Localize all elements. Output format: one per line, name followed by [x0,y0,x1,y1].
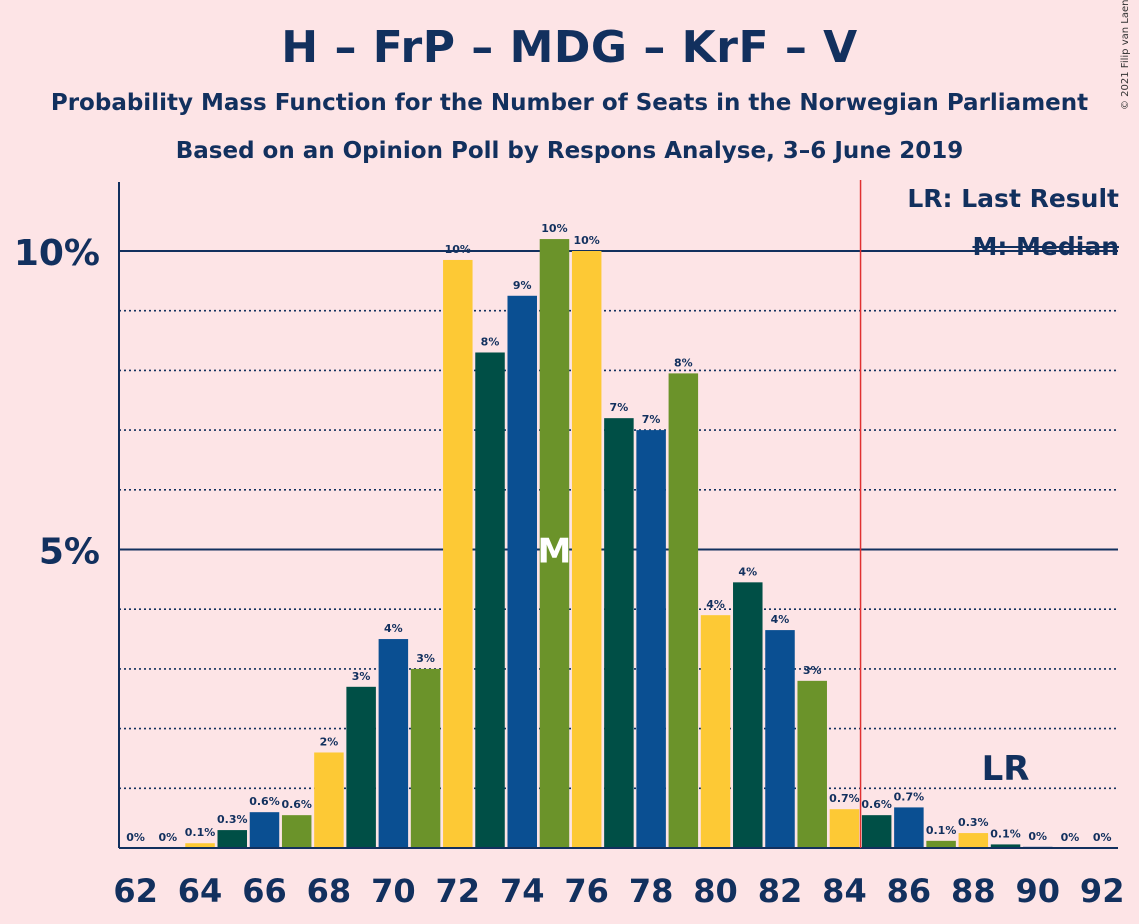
bar-seat-66 [249,812,280,848]
bar-label-seat-64: 0.1% [185,826,216,839]
bar-seat-70 [378,639,409,848]
bar-seat-83 [797,680,827,848]
chart-title: H – FrP – MDG – KrF – V [281,22,858,73]
bar-label-seat-79: 8% [674,356,693,369]
x-tick-label: 72 [436,872,481,910]
x-tick-label: 76 [564,872,609,910]
bar-label-seat-88: 0.3% [958,816,989,829]
x-tick-label: 66 [242,872,287,910]
bar-label-seat-66: 0.6% [249,795,280,808]
bar-seat-79 [668,373,699,848]
bar-label-seat-89: 0.1% [990,827,1021,840]
x-tick-label: 86 [887,872,932,910]
bar-label-seat-81: 4% [738,565,757,578]
bar-label-seat-83: 3% [803,664,822,677]
bar-seat-85 [861,815,892,848]
y-tick-label: 5% [39,532,100,573]
bar-label-seat-72: 10% [445,243,471,256]
x-tick-label: 82 [758,872,803,910]
bar-label-seat-68: 2% [320,735,339,748]
bar-label-seat-82: 4% [771,613,790,626]
legend-median-text: M: Median [972,232,1119,261]
x-tick-label: 88 [951,872,996,910]
bar-label-seat-74: 9% [513,279,532,292]
last-result-marker: LR [982,749,1030,789]
median-marker: M [538,532,572,572]
bar-label-seat-63: 0% [158,831,177,844]
bar-seat-64 [185,843,215,848]
x-tick-label: 84 [822,872,867,910]
bar-label-seat-73: 8% [481,335,500,348]
bar-seat-68 [314,752,344,848]
bar-label-seat-80: 4% [706,598,725,611]
bar-label-seat-67: 0.6% [281,798,312,811]
bar-label-seat-71: 3% [416,652,435,665]
x-tick-label: 70 [371,872,416,910]
bar-seat-69 [346,686,376,848]
bar-label-seat-87: 0.1% [926,824,957,837]
bar-seat-77 [604,418,634,848]
x-tick-label: 74 [500,872,545,910]
bar-seat-87 [926,840,956,848]
bar-seat-81 [733,582,763,848]
legend-median: M: Median [972,232,1119,261]
bar-label-seat-85: 0.6% [861,798,892,811]
chart-subtitle-poll: Based on an Opinion Poll by Respons Anal… [175,138,964,164]
bar-seat-72 [443,259,473,849]
legend-last-result: LR: Last Result [907,184,1119,213]
bar-label-seat-78: 7% [642,413,661,426]
bar-seat-80 [700,615,731,848]
bar-label-seat-75: 10% [541,222,567,235]
bar-label-seat-69: 3% [352,670,371,683]
bar-seat-89 [990,844,1021,848]
bar-seat-65 [217,830,248,848]
bar-label-seat-86: 0.7% [894,790,925,803]
bar-seat-88 [958,833,989,848]
x-tick-label: 64 [178,872,223,910]
bar-label-seat-70: 4% [384,622,403,635]
bar-seat-67 [281,815,312,848]
chart-subtitle: Probability Mass Function for the Number… [50,90,1089,116]
x-tick-label: 80 [693,872,738,910]
bar-seat-74 [507,295,537,848]
x-tick-label: 92 [1080,872,1125,910]
bar-seat-73 [475,352,505,848]
bar-label-seat-62: 0% [126,831,145,844]
bar-label-seat-76: 10% [574,234,600,247]
bar-seat-71 [410,668,441,848]
bar-label-seat-90: 0% [1028,830,1047,843]
bar-label-seat-92: 0% [1093,831,1112,844]
x-tick-label: 78 [629,872,674,910]
x-tick-label: 68 [307,872,352,910]
bar-label-seat-77: 7% [610,401,629,414]
bar-seat-76 [571,251,602,848]
bar-seat-84 [829,809,860,848]
bar-label-seat-84: 0.7% [829,792,860,805]
bar-seat-82 [765,630,795,848]
x-tick-label: 90 [1015,872,1060,910]
bar-seat-78 [636,430,666,848]
bar-seat-75 [539,239,570,848]
x-tick-label: 62 [113,872,158,910]
bar-label-seat-91: 0% [1061,831,1080,844]
bar-label-seat-65: 0.3% [217,813,248,826]
y-tick-label: 10% [14,233,100,274]
bar-seat-86 [894,807,924,848]
